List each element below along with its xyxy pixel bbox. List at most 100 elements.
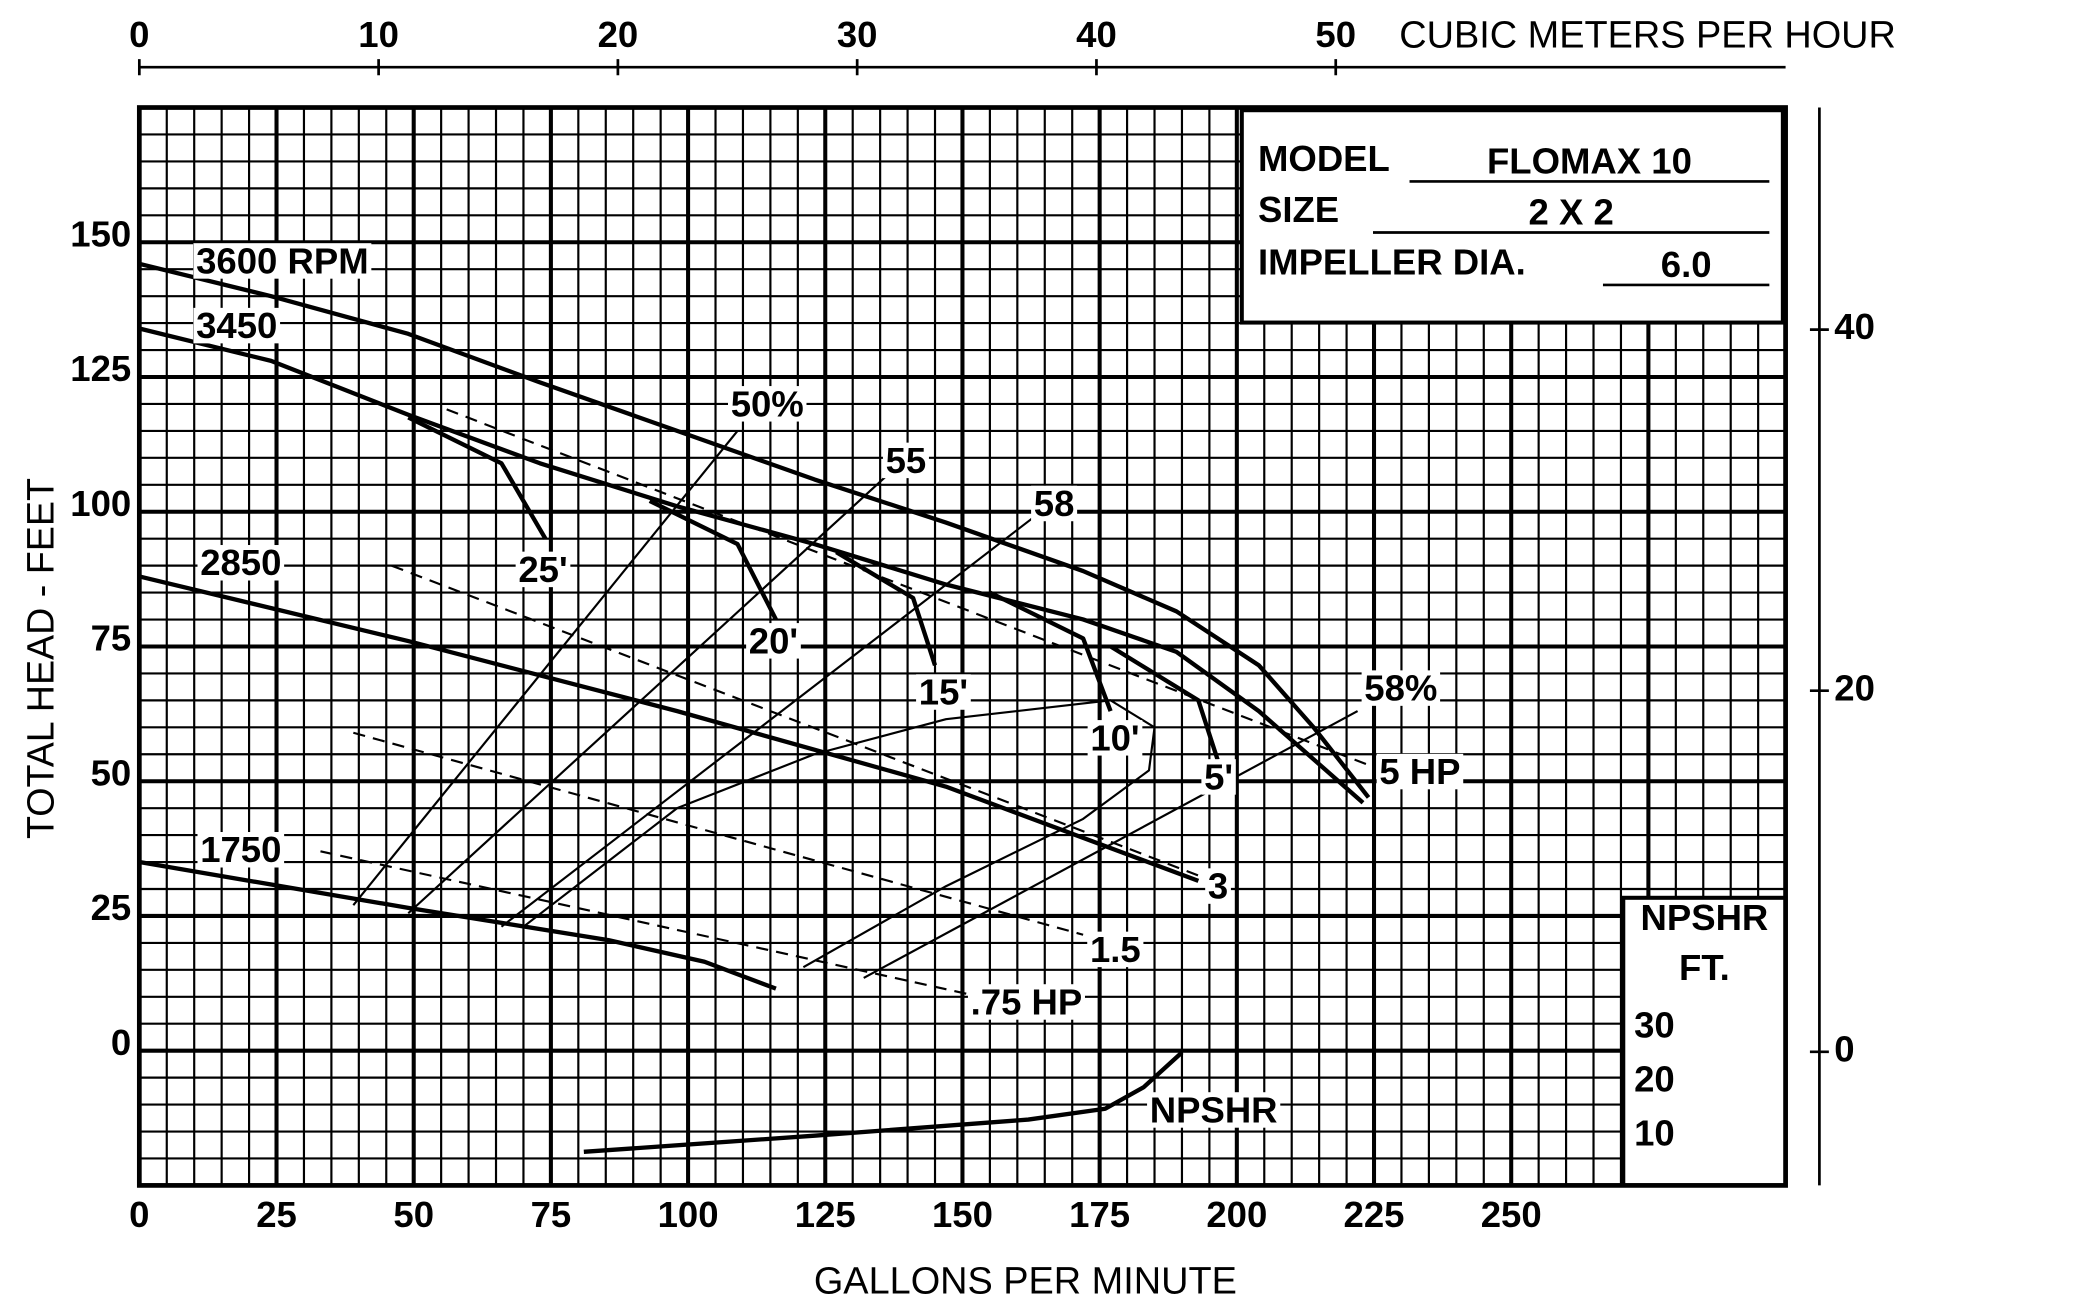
x-tick-label: 175 bbox=[1069, 1194, 1130, 1235]
series-label: 3 bbox=[1208, 866, 1228, 907]
series-label: 15' bbox=[919, 672, 968, 713]
label-background bbox=[1376, 753, 1464, 790]
label-background bbox=[746, 623, 801, 659]
x2-tick-label: 10 bbox=[358, 14, 399, 55]
series-line bbox=[988, 590, 1113, 712]
series-line bbox=[320, 850, 969, 996]
series-label: 20' bbox=[749, 620, 798, 661]
x-tick-label: 100 bbox=[658, 1194, 719, 1235]
info-label: SIZE bbox=[1258, 189, 1339, 230]
y2-tick-label: 40 bbox=[1834, 306, 1875, 347]
y-tick-label: 100 bbox=[70, 483, 131, 524]
y-axis-title: TOTAL HEAD - FEET bbox=[19, 478, 61, 839]
y3-tick-label: 20 bbox=[1634, 1059, 1675, 1100]
y-tick-label: 50 bbox=[91, 753, 132, 794]
x2-tick-label: 50 bbox=[1315, 14, 1356, 55]
series-line bbox=[138, 574, 1200, 883]
series-label: 55 bbox=[886, 440, 927, 481]
series-label: 10' bbox=[1090, 717, 1139, 758]
label-background bbox=[916, 674, 971, 710]
npshr-title: NPSHR bbox=[1641, 897, 1769, 938]
series-line bbox=[352, 430, 739, 906]
series-label: 25' bbox=[518, 549, 567, 590]
series-line bbox=[648, 498, 778, 621]
series-label: 5 HP bbox=[1379, 751, 1460, 792]
series-line bbox=[138, 326, 1365, 805]
plot-border bbox=[136, 105, 1788, 1188]
label-background bbox=[727, 386, 807, 422]
series-label: 2850 bbox=[200, 542, 281, 583]
x-tick-label: 125 bbox=[795, 1194, 856, 1235]
label-background bbox=[515, 551, 571, 588]
series-label: .75 HP bbox=[971, 982, 1083, 1023]
label-background bbox=[1147, 1092, 1281, 1128]
series-line bbox=[407, 475, 887, 915]
x-tick-label: 250 bbox=[1481, 1194, 1542, 1235]
label-background bbox=[197, 545, 285, 581]
series-line bbox=[138, 859, 777, 991]
x-tick-label: 0 bbox=[129, 1194, 149, 1235]
npshr-box bbox=[1621, 895, 1788, 1188]
series-line bbox=[863, 710, 1359, 979]
y2-tick-label: 0 bbox=[1834, 1028, 1854, 1069]
npshr-title: FT. bbox=[1679, 947, 1730, 988]
series-label: 50% bbox=[731, 383, 804, 424]
x-tick-label: 75 bbox=[531, 1194, 572, 1235]
info-value: FLOMAX 10 bbox=[1487, 141, 1692, 182]
x-tick-label: 200 bbox=[1206, 1194, 1267, 1235]
x-tick-label: 50 bbox=[393, 1194, 434, 1235]
series-line bbox=[446, 408, 1369, 767]
series-line bbox=[353, 731, 1084, 936]
y2-tick-label: 20 bbox=[1834, 667, 1875, 708]
series-label: NPSHR bbox=[1150, 1090, 1278, 1131]
series-label: 5' bbox=[1204, 756, 1233, 797]
x2-tick-label: 20 bbox=[598, 14, 639, 55]
y-tick-label: 75 bbox=[91, 618, 132, 659]
series-label: 58% bbox=[1364, 668, 1437, 709]
series-label: 3450 bbox=[196, 305, 277, 346]
x-tick-label: 225 bbox=[1344, 1194, 1405, 1235]
series-line bbox=[407, 415, 548, 540]
x2-axis-title: CUBIC METERS PER HOUR bbox=[1399, 14, 1896, 56]
label-background bbox=[967, 984, 1085, 1020]
series-line bbox=[500, 516, 1035, 928]
series-line bbox=[138, 261, 1371, 799]
label-background bbox=[193, 243, 372, 279]
label-background bbox=[1087, 720, 1143, 756]
label-background bbox=[1361, 670, 1441, 706]
label-background bbox=[193, 307, 281, 344]
series-line bbox=[1109, 644, 1220, 761]
label-background bbox=[1087, 931, 1144, 968]
series-line bbox=[583, 1050, 1184, 1154]
series-label: 1750 bbox=[200, 829, 281, 870]
label-background bbox=[1205, 868, 1231, 904]
info-label: IMPELLER DIA. bbox=[1258, 241, 1526, 282]
series-label: 58 bbox=[1034, 483, 1075, 524]
series-line bbox=[835, 550, 938, 666]
label-background bbox=[1201, 759, 1236, 795]
x-tick-label: 150 bbox=[932, 1194, 993, 1235]
x2-tick-label: 30 bbox=[837, 14, 878, 55]
series-line bbox=[522, 699, 1156, 969]
y-tick-label: 150 bbox=[70, 214, 131, 255]
y-tick-label: 0 bbox=[111, 1022, 131, 1063]
y-tick-label: 125 bbox=[70, 348, 131, 389]
y3-tick-label: 10 bbox=[1634, 1112, 1675, 1153]
label-background bbox=[197, 832, 285, 868]
x2-tick-label: 40 bbox=[1076, 14, 1117, 55]
info-box bbox=[1239, 108, 1785, 325]
x-axis-title: GALLONS PER MINUTE bbox=[814, 1260, 1237, 1301]
y-tick-label: 25 bbox=[91, 887, 132, 928]
y3-tick-label: 30 bbox=[1634, 1005, 1675, 1046]
series-label: 1.5 bbox=[1090, 929, 1141, 970]
label-background bbox=[1031, 485, 1078, 522]
x2-tick-label: 0 bbox=[129, 14, 149, 55]
x-tick-label: 25 bbox=[256, 1194, 297, 1235]
series-line bbox=[391, 564, 1199, 877]
series-label: 3600 RPM bbox=[196, 241, 368, 282]
info-value: 6.0 bbox=[1661, 244, 1712, 285]
label-background bbox=[882, 442, 929, 479]
info-label: MODEL bbox=[1258, 138, 1390, 179]
